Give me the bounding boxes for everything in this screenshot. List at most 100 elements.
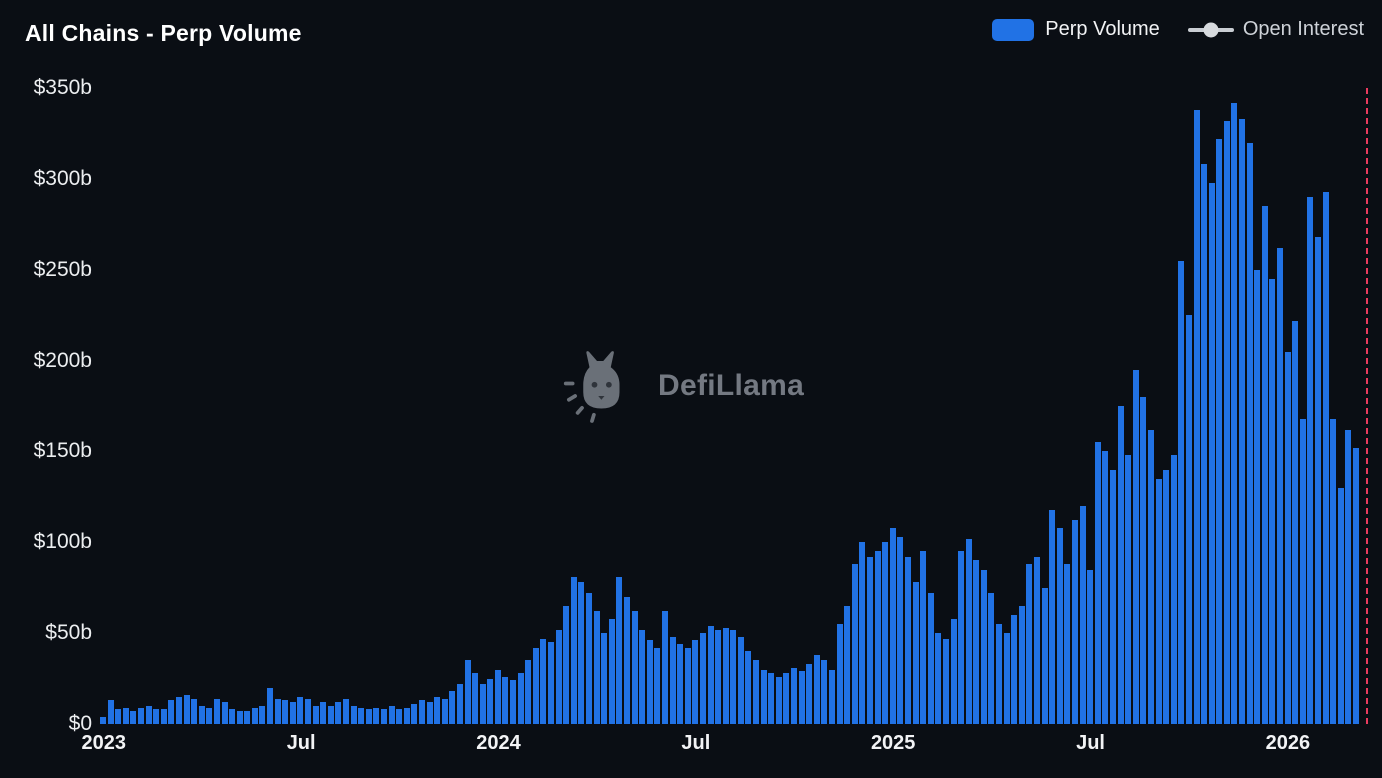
perp-volume-bar[interactable] xyxy=(107,700,114,724)
perp-volume-bar[interactable] xyxy=(737,636,744,724)
perp-volume-bar[interactable] xyxy=(396,709,403,724)
perp-volume-bar[interactable] xyxy=(1239,118,1246,724)
perp-volume-bar[interactable] xyxy=(388,705,395,724)
perp-volume-bar[interactable] xyxy=(639,629,646,724)
perp-volume-bar[interactable] xyxy=(654,647,661,724)
perp-volume-bar[interactable] xyxy=(251,707,258,724)
perp-volume-bar[interactable] xyxy=(1185,315,1192,724)
perp-volume-bar[interactable] xyxy=(699,633,706,724)
perp-volume-bar[interactable] xyxy=(1330,418,1337,724)
perp-volume-bar[interactable] xyxy=(1049,509,1056,724)
perp-volume-bar[interactable] xyxy=(1079,505,1086,724)
perp-volume-bar[interactable] xyxy=(1147,429,1154,724)
perp-volume-bar[interactable] xyxy=(1003,633,1010,724)
perp-volume-bar[interactable] xyxy=(684,647,691,724)
perp-volume-bar[interactable] xyxy=(646,640,653,724)
perp-volume-bar[interactable] xyxy=(1337,487,1344,724)
perp-volume-bar[interactable] xyxy=(122,707,129,724)
perp-volume-bar[interactable] xyxy=(661,611,668,724)
perp-volume-bar[interactable] xyxy=(1193,109,1200,724)
perp-volume-bar[interactable] xyxy=(510,680,517,724)
perp-volume-bar[interactable] xyxy=(988,593,995,724)
perp-volume-bar[interactable] xyxy=(798,671,805,724)
perp-volume-bar[interactable] xyxy=(821,660,828,724)
perp-volume-bar[interactable] xyxy=(426,702,433,724)
perp-volume-bar[interactable] xyxy=(517,673,524,724)
perp-volume-bar[interactable] xyxy=(1056,527,1063,724)
perp-volume-bar[interactable] xyxy=(441,698,448,724)
perp-volume-bar[interactable] xyxy=(380,709,387,724)
perp-volume-bar[interactable] xyxy=(168,700,175,724)
perp-volume-bar[interactable] xyxy=(760,669,767,724)
perp-volume-bar[interactable] xyxy=(570,576,577,724)
perp-volume-bar[interactable] xyxy=(532,647,539,724)
perp-volume-bar[interactable] xyxy=(942,638,949,724)
perp-volume-bar[interactable] xyxy=(137,707,144,724)
perp-volume-bar[interactable] xyxy=(608,618,615,724)
perp-volume-bar[interactable] xyxy=(350,705,357,724)
perp-volume-bar[interactable] xyxy=(753,660,760,724)
perp-volume-bar[interactable] xyxy=(958,551,965,724)
perp-volume-bar[interactable] xyxy=(1018,605,1025,724)
perp-volume-bar[interactable] xyxy=(502,676,509,724)
perp-volume-bar[interactable] xyxy=(715,629,722,724)
perp-volume-bar[interactable] xyxy=(996,624,1003,724)
perp-volume-bar[interactable] xyxy=(745,651,752,724)
perp-volume-bar[interactable] xyxy=(358,707,365,724)
perp-volume-bar[interactable] xyxy=(1155,478,1162,724)
perp-volume-bar[interactable] xyxy=(1292,320,1299,724)
perp-volume-bar[interactable] xyxy=(1352,447,1359,724)
perp-volume-bar[interactable] xyxy=(1307,197,1314,724)
perp-volume-bar[interactable] xyxy=(563,605,570,724)
perp-volume-bar[interactable] xyxy=(335,702,342,724)
perp-volume-bar[interactable] xyxy=(160,709,167,724)
perp-volume-bar[interactable] xyxy=(100,716,106,724)
perp-volume-bar[interactable] xyxy=(327,705,334,724)
perp-volume-bar[interactable] xyxy=(183,694,190,724)
perp-volume-bar[interactable] xyxy=(464,660,471,724)
perp-volume-bar[interactable] xyxy=(1072,520,1078,724)
perp-volume-bar[interactable] xyxy=(578,582,585,724)
perp-volume-bar[interactable] xyxy=(783,673,790,724)
perp-volume-bar[interactable] xyxy=(623,596,630,724)
perp-volume-bar[interactable] xyxy=(677,644,684,724)
perp-volume-bar[interactable] xyxy=(1064,564,1071,724)
perp-volume-bar[interactable] xyxy=(221,702,228,724)
perp-volume-bar[interactable] xyxy=(312,705,319,724)
perp-volume-bar[interactable] xyxy=(1170,455,1177,724)
perp-volume-bar[interactable] xyxy=(973,560,980,724)
perp-volume-bar[interactable] xyxy=(343,698,349,724)
perp-volume-bar[interactable] xyxy=(1094,442,1101,724)
perp-volume-bar[interactable] xyxy=(145,705,152,724)
perp-volume-bar[interactable] xyxy=(844,605,851,724)
perp-volume-bar[interactable] xyxy=(1231,102,1238,724)
perp-volume-bar[interactable] xyxy=(198,705,205,724)
perp-volume-bar[interactable] xyxy=(403,707,410,724)
perp-volume-bar[interactable] xyxy=(904,556,911,724)
perp-volume-bar[interactable] xyxy=(191,698,198,724)
perp-volume-bar[interactable] xyxy=(289,702,296,724)
perp-volume-bar[interactable] xyxy=(555,629,562,724)
perp-volume-bar[interactable] xyxy=(882,542,889,724)
perp-volume-bar[interactable] xyxy=(829,669,835,724)
perp-volume-bar[interactable] xyxy=(1109,469,1116,724)
perp-volume-bar[interactable] xyxy=(1269,278,1276,724)
perp-volume-bar[interactable] xyxy=(980,569,987,724)
perp-volume-bar[interactable] xyxy=(1254,269,1261,724)
perp-volume-bar[interactable] xyxy=(472,673,479,724)
perp-volume-bar[interactable] xyxy=(927,593,934,724)
perp-volume-bar[interactable] xyxy=(965,538,972,724)
perp-volume-bar[interactable] xyxy=(1125,455,1132,724)
perp-volume-bar[interactable] xyxy=(874,551,881,724)
perp-volume-bar[interactable] xyxy=(418,700,425,724)
perp-volume-bar[interactable] xyxy=(1034,556,1041,724)
perp-volume-bar[interactable] xyxy=(305,698,312,724)
perp-volume-bar[interactable] xyxy=(851,564,858,724)
perp-volume-bar[interactable] xyxy=(365,709,372,724)
perp-volume-bar[interactable] xyxy=(320,702,327,724)
perp-volume-bar[interactable] xyxy=(282,700,289,724)
perp-volume-bar[interactable] xyxy=(669,636,676,724)
perp-volume-bar[interactable] xyxy=(1216,138,1223,724)
perp-volume-bar[interactable] xyxy=(494,669,501,724)
perp-volume-bar[interactable] xyxy=(1102,451,1109,724)
